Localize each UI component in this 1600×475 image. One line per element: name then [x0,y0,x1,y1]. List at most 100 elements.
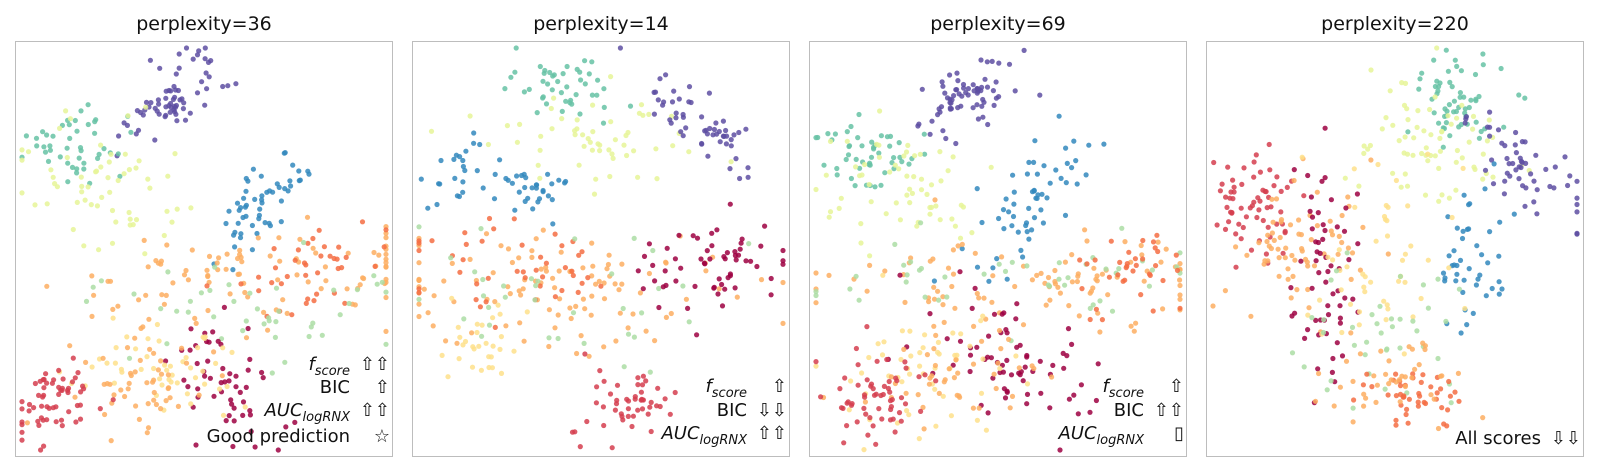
scatter-point [574,117,580,123]
scatter-point [1432,83,1438,90]
scatter-point [206,253,213,259]
scatter-point [101,146,107,152]
cluster-10 [1312,340,1486,432]
scatter-point [540,95,546,101]
scatter-point [41,376,47,383]
scatter-point [945,265,952,271]
scatter-point [680,114,686,120]
scatter-point [416,240,422,246]
scatter-point [431,293,437,299]
scatter-point [1316,370,1322,377]
scatter-point [556,177,562,183]
scatter-point [152,105,158,111]
scatter-point [1476,93,1482,100]
scatter-point [832,131,838,137]
scatter-point [999,254,1005,260]
scatter-point [1378,348,1384,354]
scatter-point [1006,61,1013,67]
scatter-point [461,316,467,322]
scatter-point [321,244,327,250]
cluster-4 [1211,141,1307,270]
scatter-point [310,320,316,326]
scatter-point [469,364,476,370]
scatter-point [457,334,463,340]
scatter-point [1344,264,1350,270]
scatter-point [577,111,583,117]
scatter-point [295,247,301,253]
annotation-fscore: fscore ⇧⇧ [308,354,390,379]
scatter-point [1386,358,1392,364]
scatter-point [1052,281,1058,287]
scatter-point [1418,295,1424,302]
scatter-point [1441,421,1447,427]
scatter-point [1177,292,1183,298]
scatter-point [354,287,360,293]
scatter-point [594,92,600,98]
scatter-point [546,343,552,350]
scatter-point [652,338,658,344]
scatter-point [620,305,626,312]
scatter-point [206,74,212,80]
scatter-point [1278,217,1285,223]
scatter-point [533,267,539,273]
scatter-point [212,264,218,270]
scatter-point [706,90,712,96]
scatter-point [572,236,578,242]
scatter-point [1347,301,1354,307]
scatter-point [1360,224,1366,230]
scatter-point [1451,98,1457,104]
scatter-point [637,290,643,296]
scatter-point [1510,160,1516,167]
scatter-point [680,133,686,139]
scatter-point [443,338,449,344]
scatter-point [1361,150,1367,156]
scatter-point [1439,405,1445,411]
scatter-point [1480,415,1486,421]
scatter-point [1367,142,1373,149]
scatter-point [472,269,478,275]
scatter-point [516,255,522,261]
scatter-point [1428,132,1434,138]
scatter-point [163,358,169,364]
scatter-point [1458,68,1464,74]
scatter-point [995,360,1001,366]
scatter-point [173,102,179,109]
scatter-point [219,373,225,379]
scatter-point [908,259,914,265]
scatter-point [187,347,193,353]
scatter-point [1404,151,1411,157]
scatter-point [1138,242,1144,249]
scatter-point [134,108,140,114]
scatter-point [722,286,728,292]
scatter-point [589,92,595,98]
scatter-point [111,380,117,386]
scatter-point [507,291,513,297]
scatter-point [211,393,217,399]
scatter-point [1084,238,1090,244]
scatter-point [635,268,641,274]
scatter-point [549,87,555,93]
scatter-point [907,200,913,206]
scatter-point [1325,303,1331,309]
scatter-point [1451,262,1457,268]
scatter-point [967,343,973,349]
scatter-point [1004,330,1010,336]
star-icon: ☆ [373,426,390,447]
scatter-point [985,410,991,416]
scatter-point [223,418,229,424]
scatter-point [548,105,554,112]
scatter-point [990,265,996,271]
scatter-point [892,162,898,168]
scatter-point [878,133,884,139]
scatter-point [460,163,466,170]
scatter-point [1399,257,1406,263]
scatter-point [547,69,553,76]
scatter-point [1408,243,1414,249]
scatter-point [1378,330,1384,336]
scatter-point [582,306,588,312]
scatter-point [813,363,819,369]
scatter-point [931,296,938,302]
scatter-point [1071,392,1077,398]
scatter-point [1389,324,1395,330]
scatter-point [1012,283,1018,290]
